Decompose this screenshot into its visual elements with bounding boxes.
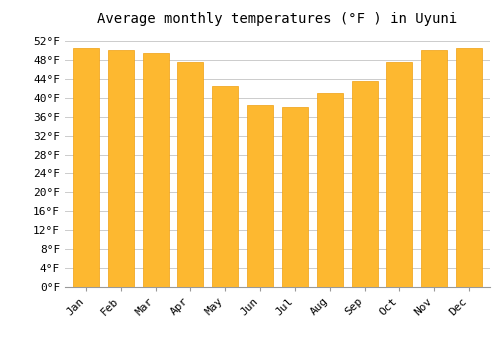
Bar [421,50,448,287]
Bar [212,86,238,287]
Bar [386,62,412,287]
Bar [108,50,134,287]
Bar [142,53,169,287]
Bar [247,105,273,287]
Title: Average monthly temperatures (°F ) in Uyuni: Average monthly temperatures (°F ) in Uy… [98,12,458,26]
Bar [178,62,204,287]
Bar [73,48,99,287]
Bar [316,93,343,287]
Bar [352,81,378,287]
Bar [282,107,308,287]
Bar [456,48,482,287]
